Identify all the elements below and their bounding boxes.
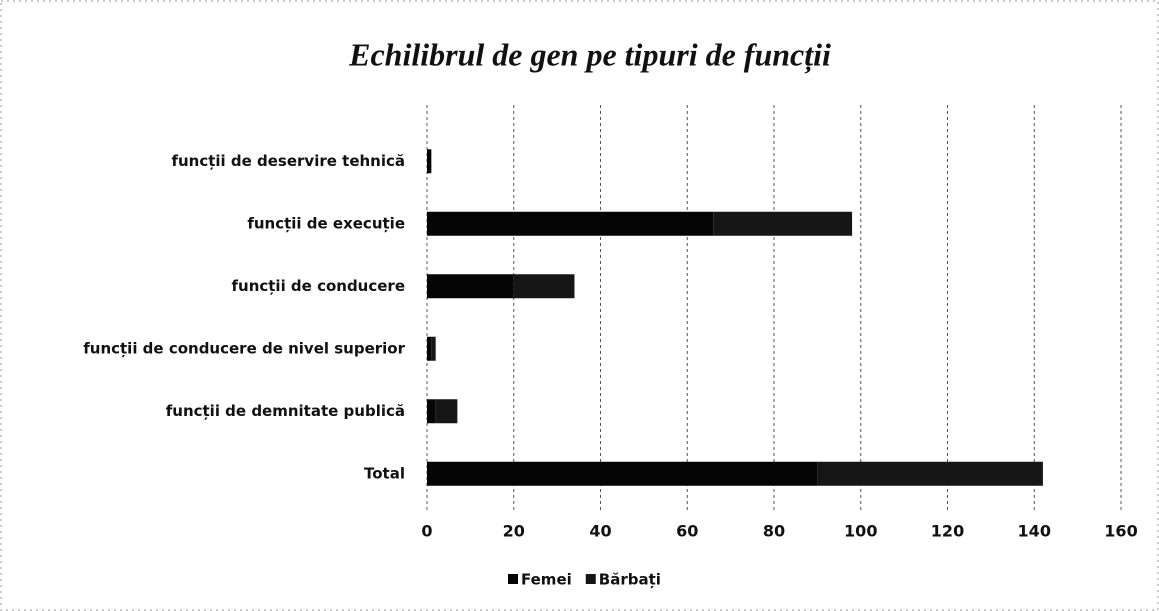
bar <box>435 399 458 424</box>
x-tick-label: 120 <box>931 522 964 541</box>
legend-swatch <box>508 574 518 584</box>
legend-label: Femei <box>521 571 572 589</box>
bar <box>427 336 432 361</box>
x-tick-label: 0 <box>421 522 432 541</box>
y-tick-label: funcții de conducere de nivel superior <box>83 339 405 357</box>
x-tick-label: 40 <box>589 522 611 541</box>
y-tick-label: funcții de demnitate publică <box>166 402 405 420</box>
bar <box>817 461 1043 486</box>
legend-label: Bărbați <box>599 571 661 589</box>
x-tick-label: 100 <box>844 522 877 541</box>
x-tick-label: 160 <box>1104 522 1137 541</box>
x-tick-label: 20 <box>503 522 525 541</box>
bar <box>513 274 575 299</box>
bar <box>431 336 436 361</box>
bar <box>713 211 853 236</box>
y-tick-label: Total <box>364 464 405 482</box>
y-tick-label: funcții de conducere <box>231 277 405 295</box>
legend-swatch <box>585 574 596 584</box>
chart-title: Echilibrul de gen pe tipuri de funcții <box>348 36 831 73</box>
bar <box>427 149 432 174</box>
x-tick-label: 80 <box>763 522 785 541</box>
y-tick-label: funcții de execuție <box>247 214 405 232</box>
bar <box>427 274 514 299</box>
bar <box>427 461 818 486</box>
bar <box>427 211 714 236</box>
y-tick-label: funcții de deservire tehnică <box>171 152 405 170</box>
bar <box>427 399 436 424</box>
x-tick-label: 60 <box>676 522 698 541</box>
x-tick-label: 140 <box>1018 522 1051 541</box>
